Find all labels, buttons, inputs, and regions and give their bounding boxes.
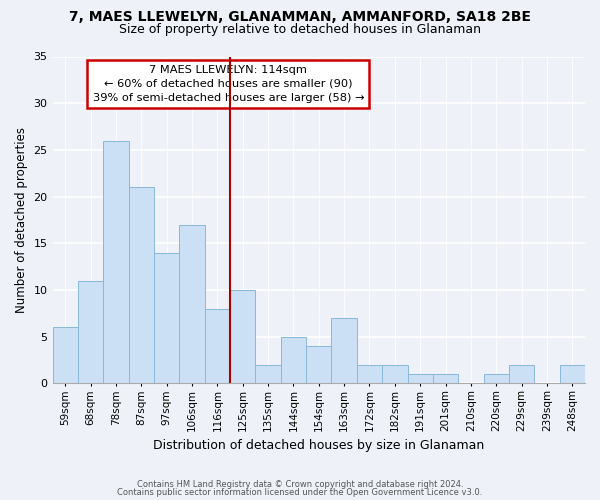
Bar: [256, 365, 281, 384]
Bar: [179, 224, 205, 384]
Bar: [484, 374, 509, 384]
Bar: [230, 290, 256, 384]
Bar: [306, 346, 331, 384]
Text: Contains public sector information licensed under the Open Government Licence v3: Contains public sector information licen…: [118, 488, 482, 497]
Bar: [281, 337, 306, 384]
Bar: [357, 365, 382, 384]
Bar: [433, 374, 458, 384]
Y-axis label: Number of detached properties: Number of detached properties: [15, 127, 28, 313]
Bar: [407, 374, 433, 384]
Text: 7 MAES LLEWELYN: 114sqm
← 60% of detached houses are smaller (90)
39% of semi-de: 7 MAES LLEWELYN: 114sqm ← 60% of detache…: [92, 64, 364, 102]
Bar: [560, 365, 585, 384]
Bar: [205, 308, 230, 384]
Bar: [128, 188, 154, 384]
Bar: [78, 280, 103, 384]
Bar: [154, 252, 179, 384]
Bar: [331, 318, 357, 384]
Text: Size of property relative to detached houses in Glanaman: Size of property relative to detached ho…: [119, 22, 481, 36]
Bar: [382, 365, 407, 384]
X-axis label: Distribution of detached houses by size in Glanaman: Distribution of detached houses by size …: [153, 440, 484, 452]
Text: Contains HM Land Registry data © Crown copyright and database right 2024.: Contains HM Land Registry data © Crown c…: [137, 480, 463, 489]
Bar: [53, 328, 78, 384]
Bar: [509, 365, 534, 384]
Text: 7, MAES LLEWELYN, GLANAMMAN, AMMANFORD, SA18 2BE: 7, MAES LLEWELYN, GLANAMMAN, AMMANFORD, …: [69, 10, 531, 24]
Bar: [103, 140, 128, 384]
